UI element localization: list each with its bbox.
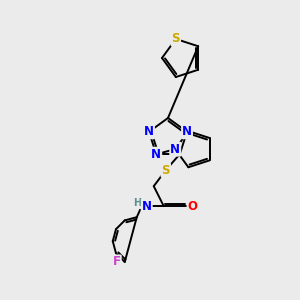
Text: N: N	[144, 125, 154, 138]
Text: F: F	[113, 256, 121, 268]
Text: N: N	[170, 143, 180, 156]
Text: O: O	[188, 200, 198, 213]
Text: S: S	[172, 32, 180, 46]
Text: N: N	[151, 148, 161, 161]
Text: N: N	[142, 200, 152, 213]
Text: H: H	[133, 198, 141, 208]
Text: N: N	[182, 125, 192, 138]
Text: S: S	[161, 164, 170, 177]
